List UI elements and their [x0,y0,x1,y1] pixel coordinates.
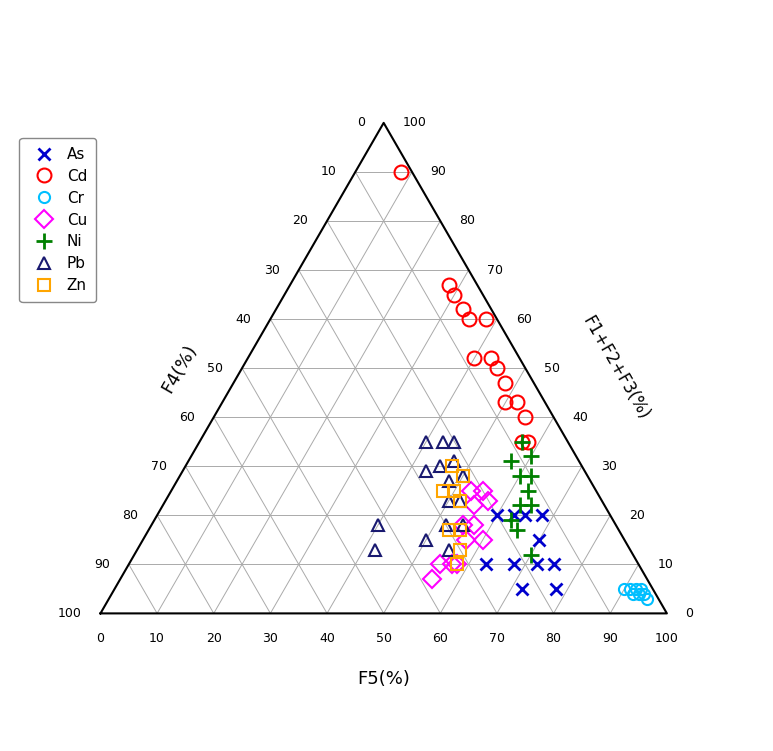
Text: 10: 10 [149,632,165,645]
Text: 70: 70 [489,632,505,645]
Text: 40: 40 [236,312,252,326]
Text: 90: 90 [602,632,618,645]
Text: 90: 90 [431,165,447,179]
Text: 60: 60 [179,411,195,424]
Text: 30: 30 [263,632,278,645]
Text: 80: 80 [459,215,475,228]
Text: 70: 70 [487,264,503,276]
Text: 0: 0 [357,116,365,129]
Text: 90: 90 [94,558,110,571]
Text: 20: 20 [292,215,308,228]
Text: 40: 40 [319,632,335,645]
Text: 10: 10 [657,558,673,571]
Text: 30: 30 [264,264,280,276]
Text: 70: 70 [151,460,167,472]
Legend: As, Cd, Cr, Cu, Ni, Pb, Zn: As, Cd, Cr, Cu, Ni, Pb, Zn [19,137,97,303]
Text: 50: 50 [544,362,560,375]
Text: 20: 20 [206,632,222,645]
Text: F5(%): F5(%) [357,670,410,688]
Text: 60: 60 [516,312,532,326]
Text: F4(%): F4(%) [158,341,201,396]
Text: 40: 40 [572,411,588,424]
Text: 0: 0 [97,632,104,645]
Text: 60: 60 [432,632,448,645]
Text: F1+F2+F3(%): F1+F2+F3(%) [579,313,653,423]
Text: 100: 100 [58,607,82,620]
Text: 10: 10 [321,165,337,179]
Text: 80: 80 [546,632,562,645]
Text: 100: 100 [655,632,679,645]
Text: 80: 80 [122,508,138,522]
Text: 50: 50 [376,632,392,645]
Text: 20: 20 [629,508,645,522]
Text: 50: 50 [207,362,223,375]
Text: 0: 0 [686,607,693,620]
Text: 30: 30 [601,460,617,472]
Text: 100: 100 [403,116,426,129]
